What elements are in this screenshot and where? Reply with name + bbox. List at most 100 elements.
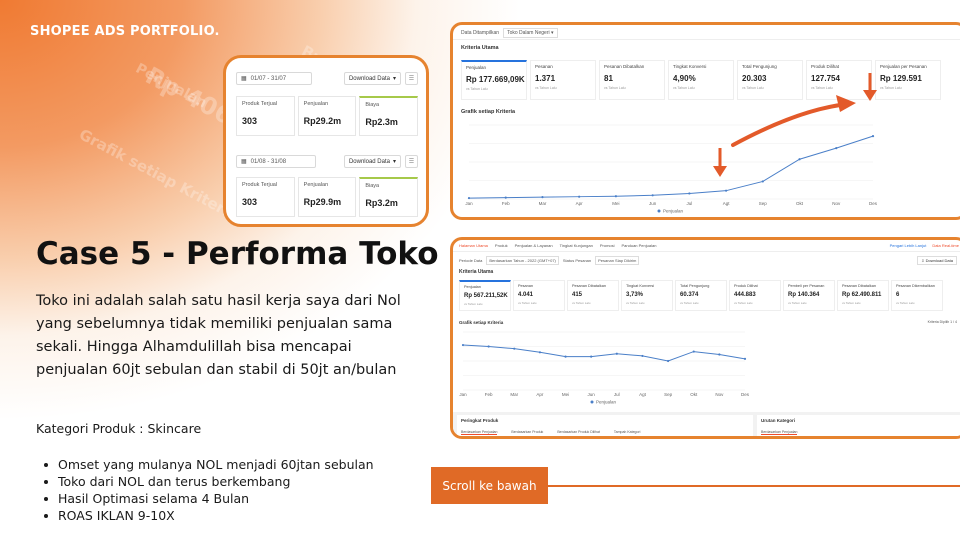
tab-panduan-penjualan[interactable]: Panduan Penjualan (621, 243, 657, 248)
x-tick-label: Okt (796, 201, 804, 206)
data-point[interactable] (835, 147, 838, 150)
data-point[interactable] (615, 352, 618, 355)
metric-label: Biaya (365, 183, 380, 189)
date-range-picker[interactable]: ▦ 01/07 - 31/07 (236, 72, 312, 85)
tab-berdasarkan-penjualan[interactable]: Berdasarkan Penjualan (761, 430, 798, 435)
filter-select[interactable]: Toko Dalam Negeri ▾ (503, 28, 558, 38)
metric-card[interactable]: Pesanan 4.041 vs Tahun Lalu (513, 280, 565, 311)
date-range-picker[interactable]: ▦ 01/08 - 31/08 (236, 155, 316, 168)
metric-card[interactable]: Pembeli per Pesanan Rp 140.364 vs Tahun … (783, 280, 835, 311)
data-point[interactable] (724, 189, 728, 192)
metric-label: Pesanan Dikembalikan (896, 284, 935, 288)
data-point[interactable] (688, 192, 691, 195)
metric-value: Rp 567.211,52K (464, 293, 508, 299)
data-point[interactable] (541, 196, 544, 199)
data-point[interactable] (718, 353, 721, 356)
calendar-icon: ▦ (241, 76, 247, 82)
metric-card[interactable]: Pesanan 1.371 vs Tahun Lalu (530, 60, 596, 100)
product-ranking-card: Peringkat Produk Berdasarkan Penjualan B… (457, 415, 753, 436)
data-point[interactable] (761, 180, 764, 183)
data-point[interactable] (461, 343, 465, 347)
download-data-button[interactable]: Download Data ▾ (343, 72, 401, 85)
metric-card-produk-terjual[interactable]: Produk Terjual 303 (236, 177, 295, 217)
metric-card-biaya[interactable]: Biaya Rp3.2m (359, 177, 419, 217)
dashboard-panel-2: Halaman Utama Produk Penjualan & Layanan… (450, 237, 960, 439)
tab-halaman-utama[interactable]: Halaman Utama (459, 243, 488, 248)
list-item: Toko dari NOL dan terus berkembang (44, 473, 374, 490)
data-point[interactable] (798, 158, 801, 161)
x-tick-label: Apr (576, 201, 584, 206)
tab-berdasarkan-penjualan[interactable]: Berdasarkan Penjualan (461, 430, 498, 435)
list-icon[interactable]: ☰ (405, 155, 418, 168)
metric-card[interactable]: Pesanan Dibatalkan 415 vs Tahun Lalu (567, 280, 619, 311)
download-data-button[interactable]: ⇩ Download Data (917, 256, 957, 265)
period-select[interactable]: Berdasarkan Tahun - 2022 (GMT+07) (486, 256, 559, 265)
metric-label: Produk Dilihat (811, 64, 840, 69)
metric-card-produk-terjual[interactable]: Produk Terjual 303 (236, 96, 295, 136)
metric-label: Penjualan (303, 101, 329, 107)
metric-value: Rp2.3m (365, 117, 398, 127)
scroll-down-button[interactable]: Scroll ke bawah (431, 467, 548, 504)
tab-produk[interactable]: Produk (494, 243, 508, 248)
metric-card-penjualan[interactable]: Penjualan Rp29.2m (297, 96, 357, 136)
x-tick-label: Jul (614, 392, 620, 397)
metric-card[interactable]: Pesanan Dibatalkan Rp 62.490.811 vs Tahu… (837, 280, 889, 311)
tab-berdasarkan-produk-dilihat[interactable]: Berdasarkan Produk Dilihat (557, 430, 600, 434)
data-point[interactable] (578, 195, 581, 198)
list-icon[interactable]: ☰ (405, 72, 418, 85)
tab-promosi[interactable]: Promosi (599, 243, 615, 248)
metric-card-penjualan[interactable]: Penjualan Rp29.9m (297, 177, 357, 217)
metric-row: Penjualan Rp 177.669,09K vs Tahun Lalu P… (461, 60, 941, 100)
tab-berdasarkan-produk[interactable]: Berdasarkan Produk (511, 430, 544, 434)
status-select[interactable]: Pesanan Siap Dikirim (595, 256, 640, 265)
metric-card-biaya[interactable]: Biaya Rp2.3m (359, 96, 419, 136)
metric-card[interactable]: Total Pengunjung 60.374 vs Tahun Lalu (675, 280, 727, 311)
data-point[interactable] (641, 354, 644, 358)
metric-card[interactable]: Total Pengunjung 20.303 vs Tahun Lalu (737, 60, 803, 100)
data-point[interactable] (564, 355, 567, 358)
metric-label: Tingkat Konversi (673, 64, 707, 69)
download-data-button[interactable]: Download Data ▾ (343, 155, 401, 168)
link-data-realtime[interactable]: Data Real-time (932, 243, 959, 248)
metric-value: 303 (242, 116, 258, 126)
metric-card[interactable]: Produk Dilihat 444.883 vs Tahun Lalu (729, 280, 781, 311)
x-tick-label: Sep (759, 201, 768, 206)
data-point[interactable] (487, 345, 490, 348)
data-point[interactable] (504, 196, 507, 199)
metric-label: Produk Terjual (242, 182, 278, 188)
x-tick-label: Agt (639, 392, 647, 397)
data-point[interactable] (666, 359, 670, 363)
metric-sub: vs Tahun Lalu (604, 86, 626, 90)
data-point[interactable] (467, 196, 471, 200)
metric-card[interactable]: Tingkat Konversi 4,90% vs Tahun Lalu (668, 60, 734, 100)
data-point[interactable] (614, 195, 618, 198)
data-point[interactable] (651, 194, 654, 197)
status-label: Status Pesanan (562, 258, 592, 263)
metric-card[interactable]: Produk Dilihat 127.754 vs Tahun Lalu (806, 60, 872, 100)
data-point[interactable] (538, 351, 542, 354)
category-text: Kategori Produk : Skincare (36, 421, 202, 436)
metric-card[interactable]: Penjualan per Pesanan Rp 129.591 vs Tahu… (875, 60, 941, 100)
metric-sub: vs Tahun Lalu (673, 86, 695, 90)
metric-card[interactable]: Pesanan Dibatalkan 81 vs Tahun Lalu (599, 60, 665, 100)
ads-metric-cards: Produk Terjual 303 Penjualan Rp29.9m Bia… (236, 177, 419, 217)
nav-tabs: Halaman Utama Produk Penjualan & Layanan… (459, 243, 656, 248)
data-point[interactable] (743, 357, 747, 360)
metric-card[interactable]: Tingkat Konversi 3,73% vs Tahun Lalu (621, 280, 673, 311)
metric-sub: vs Tahun Lalu (518, 301, 537, 305)
metric-label: Tingkat Konversi (626, 284, 655, 288)
dashboard-panel-1: Data Ditampilkan Toko Dalam Negeri ▾ Kri… (450, 22, 960, 220)
list-item: Hasil Optimasi selama 4 Bulan (44, 490, 374, 507)
metric-sub: vs Tahun Lalu (842, 301, 861, 305)
data-point[interactable] (513, 347, 516, 350)
metric-card[interactable]: Pesanan Dikembalikan 6 vs Tahun Lalu (891, 280, 943, 311)
data-point[interactable] (692, 350, 695, 353)
metric-card[interactable]: Penjualan Rp 567.211,52K vs Tahun Lalu (459, 280, 511, 311)
data-point[interactable] (590, 355, 593, 358)
data-point[interactable] (871, 135, 875, 138)
tab-tampah-kategori[interactable]: Tampah Kategori (613, 430, 641, 434)
link-pengari[interactable]: Pengari Lebih Lanjut (889, 243, 927, 248)
metric-card[interactable]: Penjualan Rp 177.669,09K vs Tahun Lalu (461, 60, 527, 100)
tab-penjualan-layanan[interactable]: Penjualan & Layanan (514, 243, 553, 248)
tab-tingkat-kunjungan[interactable]: Tingkat Kunjungan (559, 243, 593, 248)
